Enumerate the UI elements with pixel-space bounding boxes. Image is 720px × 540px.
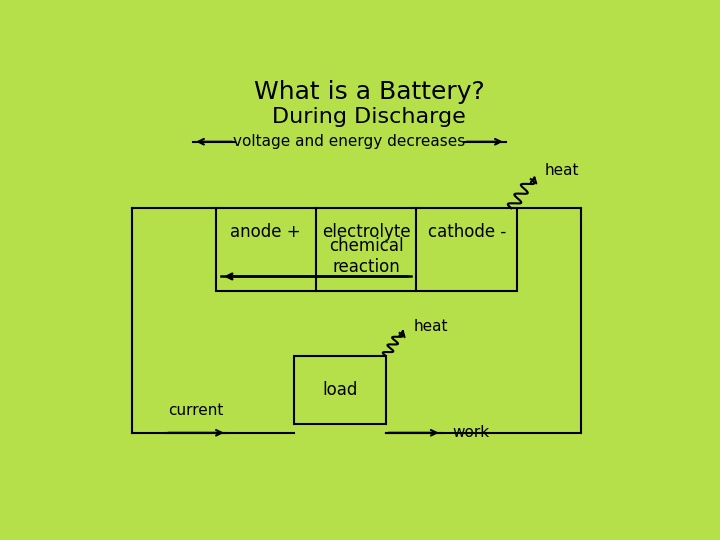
Text: electrolyte: electrolyte <box>322 222 410 240</box>
Text: chemical
reaction: chemical reaction <box>329 237 403 276</box>
Text: heat: heat <box>545 163 580 178</box>
Bar <box>294 356 386 424</box>
Text: load: load <box>322 381 357 399</box>
Text: cathode -: cathode - <box>428 222 505 240</box>
Bar <box>215 208 517 292</box>
Text: voltage and energy decreases: voltage and energy decreases <box>233 134 466 149</box>
Text: During Discharge: During Discharge <box>272 107 466 127</box>
Text: anode +: anode + <box>230 222 301 240</box>
Text: current: current <box>168 403 224 418</box>
Text: work: work <box>453 426 490 440</box>
Text: heat: heat <box>414 319 448 334</box>
Text: What is a Battery?: What is a Battery? <box>253 80 485 104</box>
